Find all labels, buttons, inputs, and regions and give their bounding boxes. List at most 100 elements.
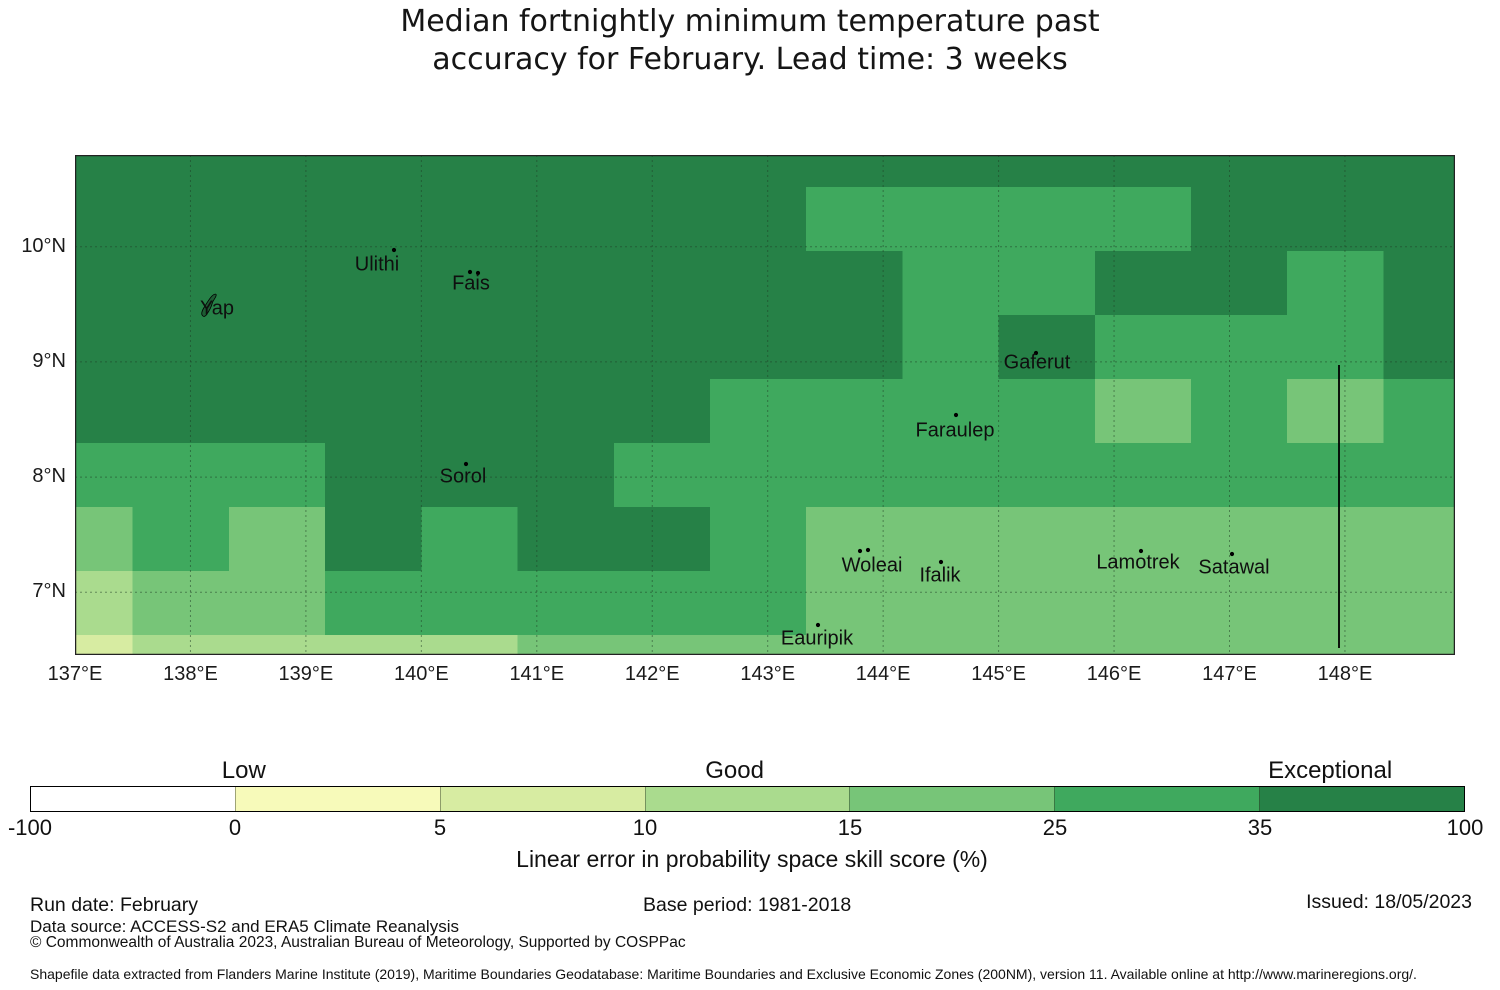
map-cell: [132, 315, 229, 379]
x-tick-label: 148°E: [1317, 663, 1373, 685]
map-cell: [1094, 186, 1192, 251]
map-cell: [806, 506, 903, 571]
data-source-text: Data source: ACCESS-S2 and ERA5 Climate …: [30, 917, 459, 936]
map-cell: [1287, 378, 1384, 443]
map-cell: [806, 443, 903, 507]
island-label: Ulithi: [355, 253, 399, 275]
map-cell: [132, 571, 229, 635]
map-cell: [421, 571, 518, 635]
map-cell: [228, 155, 326, 187]
map-cell: [902, 315, 999, 379]
island-label: Lamotrek: [1096, 551, 1180, 573]
map-cell: [710, 634, 807, 655]
map-cell: [228, 315, 326, 379]
map-cell: [325, 378, 422, 443]
colorbar-tick-label: 5: [433, 815, 447, 840]
map-cell: [806, 155, 903, 187]
map-cell: [1383, 186, 1455, 251]
map-cell: [75, 634, 133, 655]
map-cell: [75, 315, 133, 379]
map-cell: [517, 186, 614, 251]
colorbar-tick-label: 25: [1042, 815, 1068, 840]
map-cell: [613, 186, 710, 251]
map-cell: [1191, 634, 1288, 655]
x-tick-label: 144°E: [855, 663, 911, 685]
map-cell: [517, 251, 614, 316]
colorbar-segment: [644, 787, 850, 811]
colorbar: [30, 786, 1465, 812]
map-cell: [325, 634, 422, 655]
x-tick-label: 139°E: [278, 663, 334, 685]
map-cell: [132, 186, 229, 251]
island-marker-dot: [938, 559, 944, 565]
map-cell: [1287, 443, 1384, 507]
disclaimer-text: Shapefile data extracted from Flanders M…: [30, 966, 1417, 982]
map-cell: [325, 251, 422, 316]
island-marker-dot: [857, 548, 863, 554]
map-cell: [325, 186, 422, 251]
colorbar-category-label: Exceptional: [1268, 757, 1393, 784]
map-cell: [517, 155, 614, 187]
map-cell: [613, 634, 710, 655]
map-cell: [228, 186, 326, 251]
y-tick-label: 7°N: [32, 580, 66, 603]
map-cell: [1191, 155, 1288, 187]
map-cell: [902, 571, 999, 635]
map-cell: [1287, 506, 1384, 571]
map-cell: [1191, 506, 1288, 571]
map-cell: [613, 251, 710, 316]
map-border: [75, 155, 1455, 655]
map-cell: [1094, 571, 1192, 635]
map-cell: [1287, 634, 1384, 655]
x-tick-label: 137°E: [47, 663, 103, 685]
map-cell: [613, 155, 710, 187]
map-cell: [1383, 251, 1455, 316]
island-label: Faraulep: [916, 419, 995, 441]
map-cell: [1191, 186, 1288, 251]
map-cell: [710, 155, 807, 187]
map-cell: [613, 378, 710, 443]
island-marker-dot: [1138, 548, 1144, 554]
map-cell: [75, 251, 133, 316]
map-cell: [1383, 571, 1455, 635]
island-marker-dot: [1033, 350, 1039, 356]
map-cell: [806, 315, 903, 379]
map-cell: [228, 571, 326, 635]
map-cell: [132, 506, 229, 571]
map-cell: [421, 186, 518, 251]
island-label: Fais: [452, 272, 490, 294]
map-cell: [421, 315, 518, 379]
map-cell: [325, 506, 422, 571]
colorbar-tick-label: 10: [632, 815, 658, 840]
colorbar-segment: [31, 787, 235, 811]
colorbar-tick-label: -100: [7, 815, 53, 840]
map-cell: [132, 634, 229, 655]
map-cell: [325, 571, 422, 635]
island-marker-dot: [1229, 551, 1235, 557]
colorbar-caption: Linear error in probability space skill …: [516, 846, 988, 872]
base-period-text: Base period: 1981-2018: [643, 894, 852, 916]
map-cell: [1094, 378, 1192, 443]
map-cell: [806, 251, 903, 316]
map-cell: [1191, 251, 1288, 316]
map-cell: [1287, 186, 1384, 251]
map-cell: [710, 443, 807, 507]
map-cell: [806, 634, 903, 655]
island-marker-dot: [391, 247, 397, 253]
x-tick-label: 145°E: [971, 663, 1026, 685]
x-tick-label: 138°E: [163, 663, 218, 685]
colorbar-segment: [1259, 787, 1465, 811]
x-tick-label: 142°E: [624, 663, 680, 685]
x-tick-label: 147°E: [1202, 663, 1257, 685]
y-tick-label: 8°N: [32, 465, 66, 488]
map-cell: [613, 443, 710, 507]
map-cell: [998, 155, 1095, 187]
map-cell: [710, 186, 807, 251]
map-cell: [613, 571, 710, 635]
map-cell: [710, 251, 807, 316]
map-cell: [710, 315, 807, 379]
colorbar-tick-label: 0: [228, 815, 242, 840]
x-tick-label: 146°E: [1086, 663, 1142, 685]
chart-title-line1: Median fortnightly minimum temperature p…: [400, 4, 1100, 39]
